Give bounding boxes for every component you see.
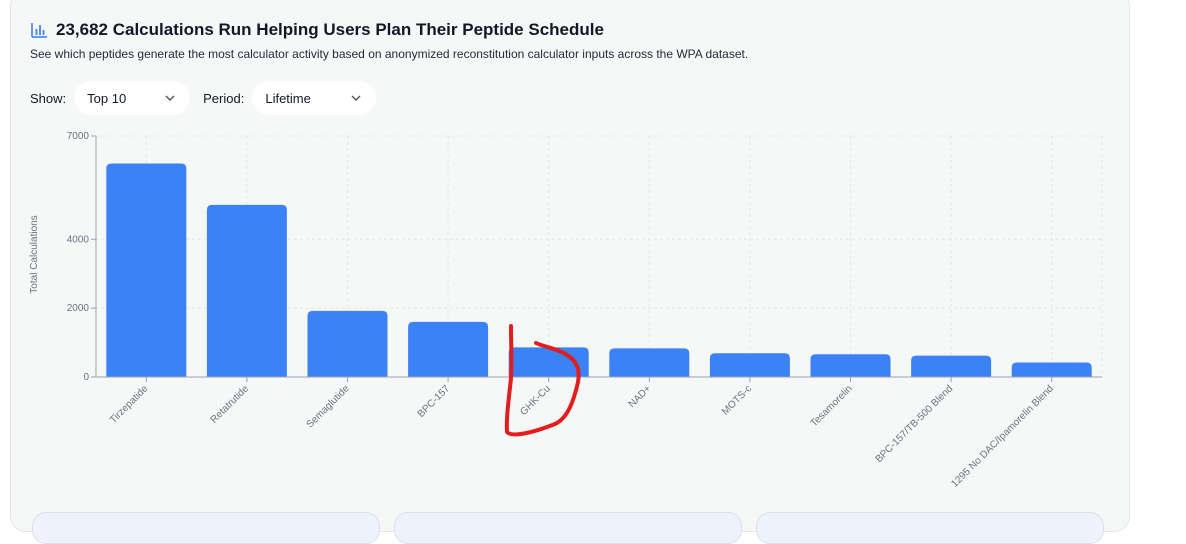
x-tick-layer: Tirzepatide Retatrutide Semaglutide BPC-157… [108, 377, 1056, 490]
chevron-down-icon [165, 95, 175, 101]
summary-card-3 [756, 512, 1104, 544]
bar-mots-c[interactable] [709, 353, 790, 377]
y-axis-label: Total Calculations [29, 215, 40, 293]
x-tick-label: BPC-157/TB-500 Blend [874, 383, 956, 465]
x-tick-label: Semaglutide [305, 383, 352, 430]
bar-ghk-cu[interactable] [508, 347, 589, 377]
bar-bpc-157[interactable] [408, 321, 489, 377]
bars-layer [106, 163, 1092, 377]
page-title: 23,682 Calculations Run Helping Users Pl… [56, 20, 604, 39]
bar-tesamorelin[interactable] [810, 354, 891, 377]
show-label: Show: [30, 90, 67, 106]
y-tick-label: 0 [83, 372, 89, 383]
bar-1295-no-dac-ipamorelin-blend[interactable] [1011, 362, 1092, 377]
page-subtitle: See which peptides generate the most cal… [30, 47, 749, 61]
bar-bpc-157-tb-500-blend[interactable] [911, 355, 992, 377]
axes-layer [95, 136, 1102, 378]
title-row: 23,682 Calculations Run Helping Users Pl… [30, 20, 604, 40]
bar-chart-icon [31, 23, 47, 38]
y-tick-label: 4000 [67, 234, 90, 245]
x-tick-label: 1295 No DAC/Ipamorelin Blend [949, 383, 1055, 489]
period-label: Period: [203, 90, 245, 106]
x-tick-label: Retatrutide [209, 383, 252, 426]
bar-tirzepatide[interactable] [106, 163, 187, 377]
summary-card-2 [394, 512, 742, 544]
y-tick-label: 2000 [67, 303, 90, 314]
show-select[interactable]: Top 10 [74, 81, 191, 115]
period-select[interactable]: Lifetime [252, 81, 377, 115]
x-tick-label: BPC-157 [416, 383, 453, 420]
bar-semaglutide[interactable] [307, 310, 388, 377]
chart-controls: Show: Top 10 Period: Lifetime [30, 81, 389, 115]
summary-card-1 [32, 512, 380, 544]
y-tick-label: 7000 [67, 131, 90, 142]
x-tick-label: Tesamorelin [809, 383, 855, 429]
chevron-down-icon [351, 95, 361, 101]
x-tick-label: GHK-Cu [518, 383, 553, 418]
chart-card [10, 0, 1130, 532]
bar-nad-[interactable] [609, 348, 690, 377]
period-select-value: Lifetime [265, 90, 311, 106]
bar-chart: 0 2000 4000 7000 Tirzepatide Retatrutide Sema… [29, 131, 1103, 490]
x-tick-label: NAD+ [627, 383, 654, 410]
x-tick-label: Tirzepatide [108, 383, 151, 426]
show-select-value: Top 10 [87, 90, 127, 106]
y-tick-layer: 0 2000 4000 7000 [67, 131, 96, 383]
bar-retatrutide[interactable] [206, 204, 287, 377]
x-tick-label: MOTS-c [720, 383, 754, 417]
